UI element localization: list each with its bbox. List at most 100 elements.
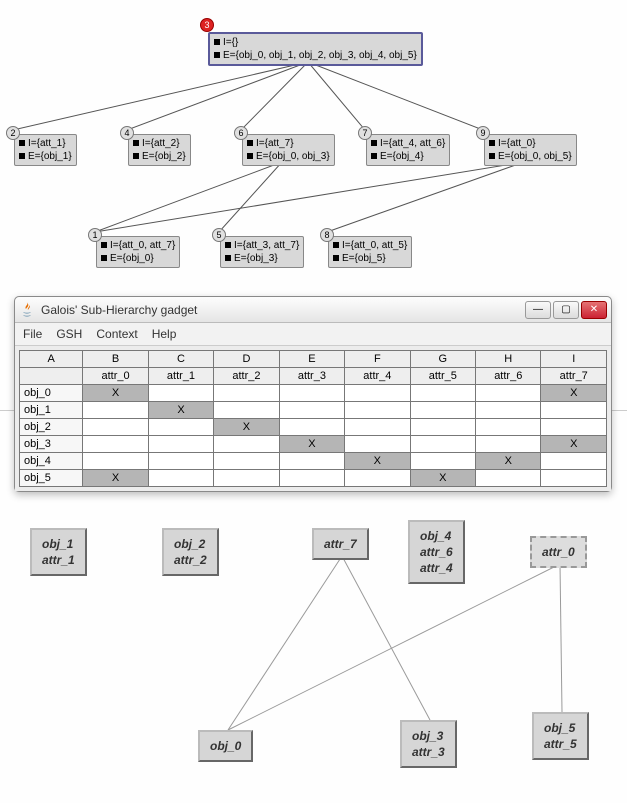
cell[interactable]: X bbox=[279, 436, 344, 453]
lattice-node-5[interactable]: I={att_3, att_7}E={obj_3} bbox=[220, 236, 304, 268]
col-header[interactable]: attr_0 bbox=[83, 368, 148, 385]
cell[interactable] bbox=[476, 436, 541, 453]
cell[interactable] bbox=[410, 436, 475, 453]
cell[interactable]: X bbox=[214, 419, 279, 436]
cell[interactable] bbox=[83, 453, 148, 470]
cell[interactable] bbox=[83, 419, 148, 436]
col-header[interactable] bbox=[20, 368, 83, 385]
table-row[interactable]: obj_2X bbox=[20, 419, 607, 436]
cell[interactable] bbox=[476, 470, 541, 487]
cell[interactable] bbox=[541, 419, 607, 436]
node-badge-4: 4 bbox=[120, 126, 134, 140]
cell[interactable] bbox=[410, 385, 475, 402]
concept-box-b_obj2[interactable]: obj_2attr_2 bbox=[162, 528, 219, 576]
col-header[interactable]: attr_2 bbox=[214, 368, 279, 385]
cell[interactable] bbox=[410, 402, 475, 419]
col-header[interactable]: attr_7 bbox=[541, 368, 607, 385]
concept-box-b_attr7[interactable]: attr_7 bbox=[312, 528, 369, 560]
table-row[interactable]: obj_5XX bbox=[20, 470, 607, 487]
cell[interactable] bbox=[214, 453, 279, 470]
cell[interactable]: X bbox=[541, 436, 607, 453]
lattice-node-4[interactable]: I={att_2}E={obj_2} bbox=[128, 134, 191, 166]
concept-box-b_attr0[interactable]: attr_0 bbox=[530, 536, 587, 568]
node-badge-9: 9 bbox=[476, 126, 490, 140]
cell[interactable] bbox=[148, 453, 213, 470]
cell[interactable]: X bbox=[410, 470, 475, 487]
cell[interactable] bbox=[476, 402, 541, 419]
lattice-node-9[interactable]: I={att_0}E={obj_0, obj_5} bbox=[484, 134, 577, 166]
cell[interactable] bbox=[410, 453, 475, 470]
concept-label: attr_2 bbox=[174, 552, 207, 568]
cell[interactable] bbox=[214, 470, 279, 487]
cell[interactable] bbox=[214, 385, 279, 402]
cell[interactable]: X bbox=[148, 402, 213, 419]
cell[interactable]: X bbox=[83, 470, 148, 487]
cell[interactable]: X bbox=[83, 385, 148, 402]
concept-box-b_obj0[interactable]: obj_0 bbox=[198, 730, 253, 762]
cell[interactable] bbox=[148, 470, 213, 487]
cell[interactable] bbox=[83, 436, 148, 453]
cell[interactable] bbox=[214, 402, 279, 419]
concept-box-b_obj4[interactable]: obj_4attr_6attr_4 bbox=[408, 520, 465, 584]
lattice-node-6[interactable]: I={att_7}E={obj_0, obj_3} bbox=[242, 134, 335, 166]
menu-help[interactable]: Help bbox=[152, 327, 177, 341]
cell[interactable] bbox=[476, 419, 541, 436]
maximize-button[interactable]: ▢ bbox=[553, 301, 579, 319]
col-header[interactable]: attr_6 bbox=[476, 368, 541, 385]
cell[interactable] bbox=[541, 453, 607, 470]
cell[interactable] bbox=[279, 419, 344, 436]
lattice-node-1[interactable]: I={att_0, att_7}E={obj_0} bbox=[96, 236, 180, 268]
minimize-button[interactable]: — bbox=[525, 301, 551, 319]
table-row[interactable]: obj_4 X X bbox=[20, 453, 607, 470]
lattice-node-3[interactable]: I={}E={obj_0, obj_1, obj_2, obj_3, obj_4… bbox=[208, 32, 423, 66]
lattice-node-2[interactable]: I={att_1}E={obj_1} bbox=[14, 134, 77, 166]
table-row[interactable]: obj_1 X bbox=[20, 402, 607, 419]
lattice-node-7[interactable]: I={att_4, att_6}E={obj_4} bbox=[366, 134, 450, 166]
concept-box-b_obj1[interactable]: obj_1attr_1 bbox=[30, 528, 87, 576]
cell[interactable] bbox=[541, 402, 607, 419]
cell[interactable] bbox=[279, 453, 344, 470]
cell[interactable] bbox=[214, 436, 279, 453]
menu-file[interactable]: File bbox=[23, 327, 42, 341]
table-row[interactable]: obj_0XX bbox=[20, 385, 607, 402]
cell[interactable] bbox=[541, 470, 607, 487]
node-badge-6: 6 bbox=[234, 126, 248, 140]
col-header[interactable]: attr_4 bbox=[345, 368, 410, 385]
col-letter: H bbox=[476, 351, 541, 368]
lattice-node-8[interactable]: I={att_0, att_5}E={obj_5} bbox=[328, 236, 412, 268]
close-button[interactable]: ✕ bbox=[581, 301, 607, 319]
cell[interactable] bbox=[345, 402, 410, 419]
cell[interactable] bbox=[410, 419, 475, 436]
titlebar[interactable]: Galois' Sub-Hierarchy gadget — ▢ ✕ bbox=[15, 297, 611, 323]
col-header[interactable]: attr_3 bbox=[279, 368, 344, 385]
cell[interactable]: X bbox=[541, 385, 607, 402]
cell[interactable]: X bbox=[345, 453, 410, 470]
concept-label: attr_0 bbox=[542, 544, 575, 560]
cell[interactable] bbox=[148, 419, 213, 436]
cell[interactable] bbox=[148, 385, 213, 402]
col-letter: B bbox=[83, 351, 148, 368]
concept-box-b_obj3[interactable]: obj_3attr_3 bbox=[400, 720, 457, 768]
row-header: obj_1 bbox=[20, 402, 83, 419]
cell[interactable] bbox=[345, 470, 410, 487]
cell[interactable] bbox=[83, 402, 148, 419]
concept-box-b_obj5[interactable]: obj_5attr_5 bbox=[532, 712, 589, 760]
col-header[interactable]: attr_1 bbox=[148, 368, 213, 385]
menu-gsh[interactable]: GSH bbox=[56, 327, 82, 341]
row-header: obj_4 bbox=[20, 453, 83, 470]
concept-label: attr_5 bbox=[544, 736, 577, 752]
cell[interactable] bbox=[345, 385, 410, 402]
cell[interactable] bbox=[345, 436, 410, 453]
cell[interactable] bbox=[148, 436, 213, 453]
cell[interactable] bbox=[279, 470, 344, 487]
col-letter: A bbox=[20, 351, 83, 368]
cell[interactable] bbox=[279, 402, 344, 419]
menu-context[interactable]: Context bbox=[96, 327, 137, 341]
col-header[interactable]: attr_5 bbox=[410, 368, 475, 385]
cell[interactable] bbox=[476, 385, 541, 402]
cell[interactable]: X bbox=[476, 453, 541, 470]
cell[interactable] bbox=[279, 385, 344, 402]
context-table[interactable]: ABCDEFGHIattr_0attr_1attr_2attr_3attr_4a… bbox=[19, 350, 607, 487]
cell[interactable] bbox=[345, 419, 410, 436]
table-row[interactable]: obj_3XX bbox=[20, 436, 607, 453]
